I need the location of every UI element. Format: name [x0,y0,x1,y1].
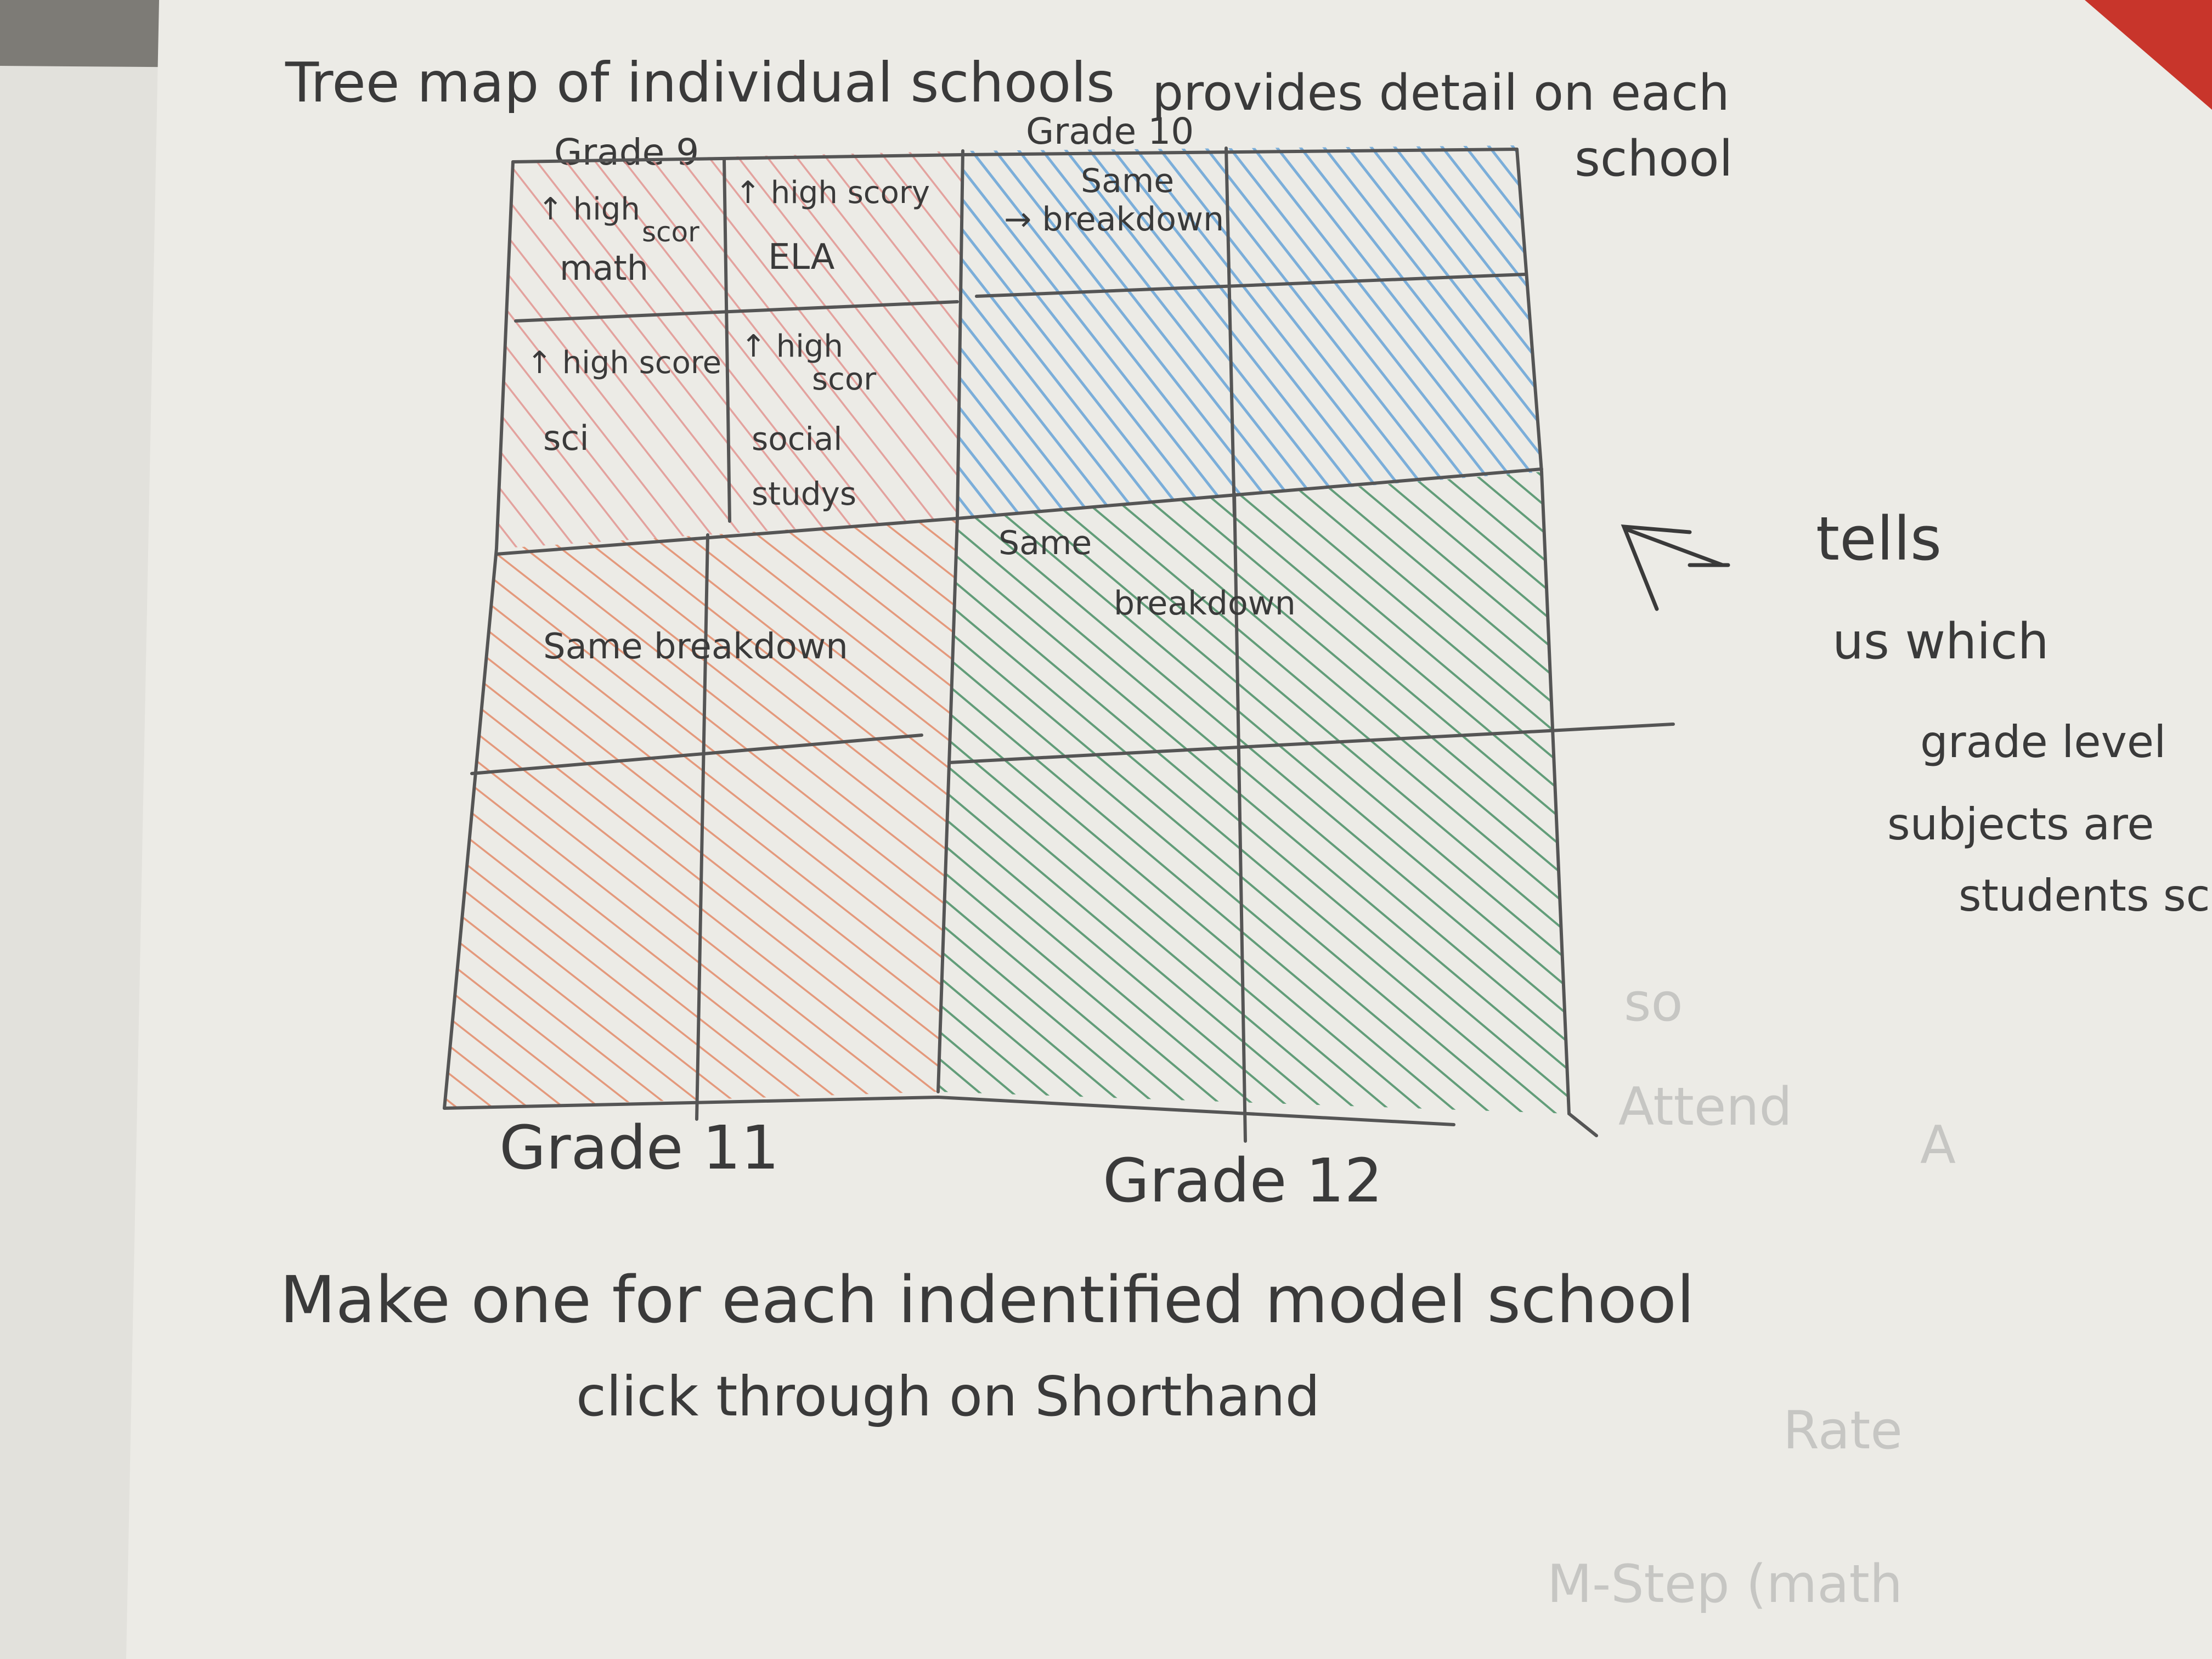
grade-9-cell-text: ↑ high scor math ↑ high scory ELA ↑ high… [527,175,930,512]
social-cell-line1: ↑ high [741,329,843,364]
ela-cell-line2: ELA [768,237,835,278]
bleed-fragment-2: Attend [1618,1077,1792,1137]
grade-9-sub-v [723,157,731,523]
side-note-line3: grade level [1920,716,2166,768]
social-cell-line4: studys [752,475,856,512]
side-note: tells us which grade level subjects are … [1816,504,2210,921]
math-cell-line3: math [560,248,648,288]
grade-12-sub-v [1233,492,1247,1143]
grade-10-sub-h [975,273,1527,298]
ela-cell-line1: ↑ high scory [735,175,930,211]
grade-9-quadrant [496,151,963,549]
grade-12-label: Grade 12 [1103,1146,1383,1216]
grade-10-sub-v [1224,146,1236,517]
bleed-through-text: so Attend A Rate M-Step (math [1547,973,1956,1615]
red-pencil [2085,0,2212,110]
side-note-line1: tells [1816,504,1942,574]
bleed-fragment-3: A [1920,1115,1956,1176]
math-cell-line1: ↑ high [538,191,640,227]
footer-line1: Make one for each indentified model scho… [280,1262,1695,1338]
grid-mid-horizontal [495,467,1543,556]
sci-cell-line1: ↑ high score [527,345,721,381]
grade-11-note: Same breakdown [543,627,848,667]
treemap-grid [443,146,1675,1143]
bleed-fragment-1: so [1624,973,1683,1033]
grade-12-quadrant [938,472,1569,1114]
side-note-line2: us which [1832,613,2049,670]
grade-10-note-line2: → breakdown [1004,200,1224,239]
grade-11-sub-v [695,533,709,1121]
sketch-subtitle-1: provides detail on each [1152,64,1730,122]
grade-10-quadrant [957,145,1542,518]
grade-9-sub-h [514,300,959,323]
grid-left [443,160,515,1110]
footer-line2: click through on Shorthand [576,1364,1320,1429]
grade-11-sub-h [470,733,923,775]
math-cell-line2: scor [642,216,699,248]
side-note-line4: subjects are [1887,799,2154,850]
bleed-fragment-5: M-Step (math [1547,1554,1903,1615]
grade-12-note-line2: breakdown [1114,584,1296,623]
grade-12-sub-h [947,723,1675,764]
social-cell-line3: social [752,420,842,458]
sci-cell-line2: sci [543,418,589,458]
grade-10-label: Grade 10 [1026,110,1194,153]
grid-right [1515,148,1598,1137]
grid-bottom [443,1095,1455,1126]
grade-12-note-line1: Same [998,524,1092,562]
sketch-title: Tree map of individual schools [285,50,1115,115]
social-cell-line2: scor [812,362,877,397]
side-note-line5: students sc [1959,870,2210,921]
sketch-subtitle-2: school [1575,130,1733,188]
grade-10-note-line1: Same [1081,162,1174,200]
side-arrow-icon [1621,524,1730,611]
bleed-fragment-4: Rate [1783,1401,1903,1461]
grade-11-label: Grade 11 [499,1113,779,1183]
